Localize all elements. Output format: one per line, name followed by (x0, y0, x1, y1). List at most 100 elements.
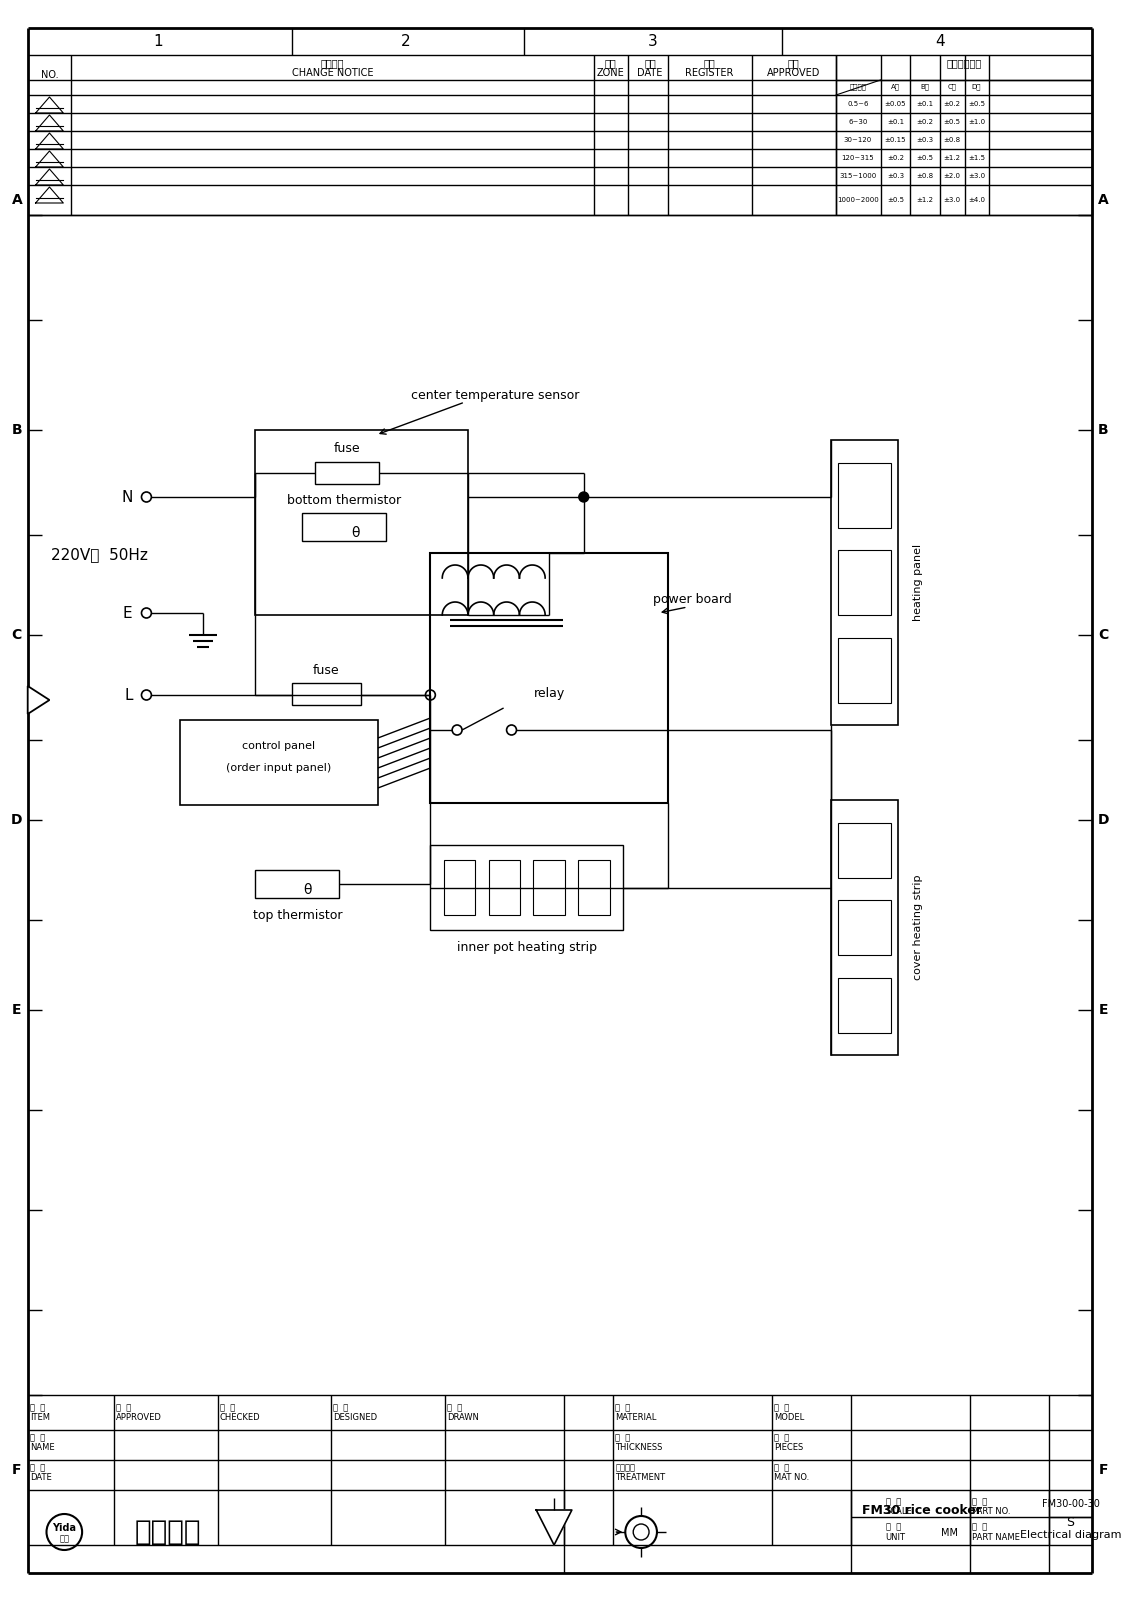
Text: F: F (12, 1462, 22, 1477)
Text: 30~120: 30~120 (843, 138, 872, 142)
Text: APPROVED: APPROVED (766, 67, 821, 78)
Bar (838, 462, 891, 528)
Text: fuse: fuse (314, 664, 340, 677)
Text: 怡达电器: 怡达电器 (135, 1518, 201, 1546)
Text: ±1.2: ±1.2 (917, 197, 934, 203)
Text: 日  期: 日 期 (29, 1464, 45, 1472)
Text: ±4.0: ±4.0 (968, 197, 985, 203)
Text: 图  名: 图 名 (971, 1523, 987, 1531)
Text: cover heating strip: cover heating strip (914, 875, 924, 981)
Text: ±0.2: ±0.2 (943, 101, 960, 107)
Text: 更改内容: 更改内容 (320, 58, 344, 67)
Bar (430, 845, 624, 930)
Text: MODEL: MODEL (773, 1413, 804, 1422)
Text: 表面处理: 表面处理 (616, 1464, 635, 1472)
Bar (430, 554, 668, 803)
Text: PART NO.: PART NO. (971, 1507, 1010, 1517)
Text: 单  位: 单 位 (885, 1523, 901, 1531)
Text: MM: MM (942, 1528, 959, 1538)
Text: ±0.05: ±0.05 (884, 101, 906, 107)
Text: MATERIAL: MATERIAL (616, 1413, 657, 1422)
Text: ±0.1: ±0.1 (917, 101, 934, 107)
Text: ±0.2: ±0.2 (917, 118, 934, 125)
Text: control panel: control panel (242, 741, 316, 750)
Bar (838, 978, 891, 1032)
Text: S: S (1066, 1515, 1074, 1528)
Bar (838, 637, 891, 702)
Text: heating panel: heating panel (914, 544, 924, 621)
Bar (831, 800, 899, 1054)
Text: 料  厚: 料 厚 (616, 1434, 631, 1443)
Text: DATE: DATE (637, 67, 662, 78)
Text: θ: θ (303, 883, 311, 898)
Text: 1: 1 (154, 35, 163, 50)
Text: bottom thermistor: bottom thermistor (286, 493, 401, 507)
Text: 核  准: 核 准 (115, 1403, 131, 1413)
Text: 数  量: 数 量 (773, 1434, 789, 1443)
Text: CHECKED: CHECKED (220, 1413, 260, 1422)
Text: ±0.5: ±0.5 (943, 118, 960, 125)
Text: L: L (125, 688, 132, 702)
Circle shape (578, 493, 589, 502)
Text: C: C (1098, 627, 1108, 642)
Bar (838, 550, 891, 614)
Text: ±3.0: ±3.0 (968, 173, 985, 179)
Text: relay: relay (533, 686, 565, 699)
Text: ±1.2: ±1.2 (943, 155, 960, 162)
Text: DESIGNED: DESIGNED (334, 1413, 378, 1422)
Text: 设  计: 设 计 (334, 1403, 349, 1413)
Text: 机  型: 机 型 (773, 1403, 789, 1413)
Text: D: D (11, 813, 23, 827)
Text: D: D (1097, 813, 1109, 827)
Text: CHANGE NOTICE: CHANGE NOTICE (292, 67, 374, 78)
Text: ±2.0: ±2.0 (943, 173, 960, 179)
Text: 4: 4 (935, 35, 945, 50)
Text: NAME: NAME (29, 1443, 54, 1453)
Text: ±3.0: ±3.0 (943, 197, 960, 203)
Text: FM30 rice cooker: FM30 rice cooker (863, 1504, 983, 1517)
Text: 制  图: 制 图 (447, 1403, 463, 1413)
Text: Electrical diagram: Electrical diagram (1020, 1530, 1122, 1539)
Text: PART NAME: PART NAME (971, 1533, 1020, 1541)
Bar (444, 861, 475, 915)
Text: 120~315: 120~315 (841, 155, 874, 162)
Text: APPROVED: APPROVED (115, 1413, 162, 1422)
Text: 普通尺寸公差: 普通尺寸公差 (946, 58, 981, 67)
Text: NO.: NO. (41, 70, 58, 80)
Text: power board: power board (653, 594, 732, 606)
Bar (180, 720, 378, 805)
Text: PIECES: PIECES (773, 1443, 803, 1453)
Text: (order input panel): (order input panel) (226, 763, 332, 773)
Text: F: F (1098, 1462, 1108, 1477)
Text: A级: A级 (891, 83, 900, 90)
Text: 1000~2000: 1000~2000 (837, 197, 878, 203)
Text: B: B (1098, 422, 1108, 437)
Text: ±0.8: ±0.8 (917, 173, 934, 179)
Text: B: B (11, 422, 23, 437)
Bar (578, 861, 610, 915)
Text: 比  例: 比 例 (885, 1498, 901, 1507)
Bar (292, 683, 361, 706)
Text: 项  目: 项 目 (29, 1403, 45, 1413)
Text: UNIT: UNIT (885, 1533, 906, 1541)
Text: SCALE: SCALE (885, 1507, 912, 1517)
Text: 日期: 日期 (644, 58, 655, 67)
Text: 姓  名: 姓 名 (29, 1434, 45, 1443)
Bar (533, 861, 565, 915)
Text: FM30-00-30: FM30-00-30 (1041, 1499, 1099, 1509)
Text: ±1.5: ±1.5 (968, 155, 985, 162)
Text: A: A (11, 194, 23, 206)
Text: 材  质: 材 质 (616, 1403, 631, 1413)
Text: 3: 3 (649, 35, 658, 50)
Text: ±0.3: ±0.3 (886, 173, 904, 179)
Text: N: N (121, 490, 132, 504)
Polygon shape (537, 1510, 572, 1546)
Text: inner pot heating strip: inner pot heating strip (457, 941, 597, 955)
Text: 0.5~6: 0.5~6 (847, 101, 868, 107)
Text: ZONE: ZONE (597, 67, 625, 78)
Text: DRAWN: DRAWN (447, 1413, 479, 1422)
Bar (255, 870, 340, 898)
Text: ±0.3: ±0.3 (917, 138, 934, 142)
Text: C: C (11, 627, 22, 642)
Text: 220V～  50Hz: 220V～ 50Hz (51, 547, 147, 563)
